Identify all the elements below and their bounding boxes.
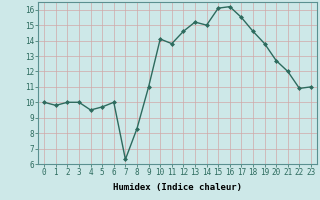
X-axis label: Humidex (Indice chaleur): Humidex (Indice chaleur): [113, 183, 242, 192]
